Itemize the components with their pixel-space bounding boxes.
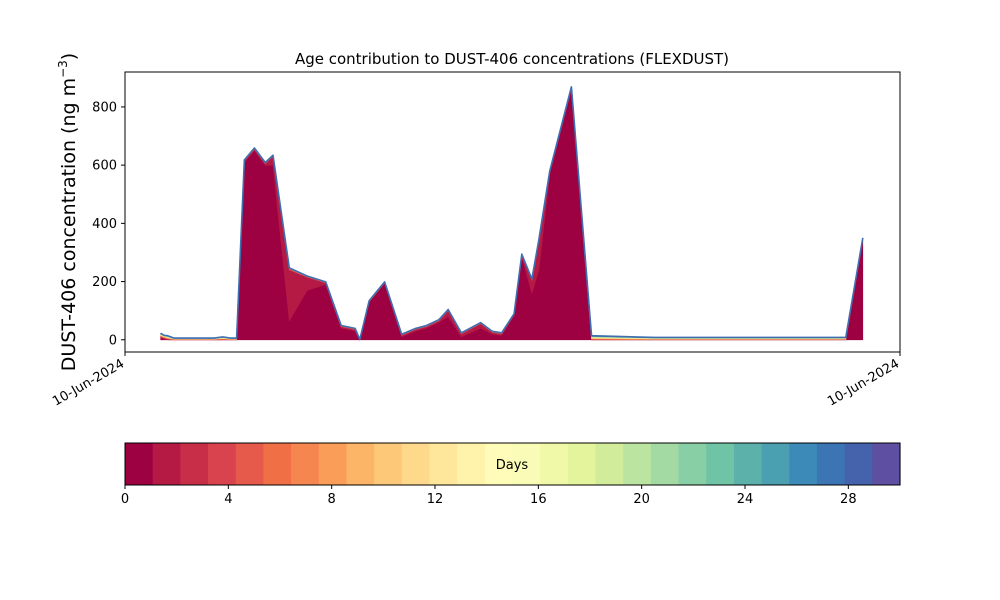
colorbar-swatch (567, 443, 597, 485)
chart-title: Age contribution to DUST-406 concentrati… (295, 50, 729, 68)
colorbar-swatch (595, 443, 624, 485)
colorbar-label: Days (496, 458, 529, 473)
colorbar-swatch (401, 443, 431, 485)
colorbar: 0 4 8 12 16 20 24 28 (121, 442, 901, 507)
colorbar-swatch (346, 443, 375, 485)
colorbar-swatch (235, 443, 264, 485)
colorbar-swatch (263, 443, 292, 485)
y-tick-label: 0 (109, 333, 117, 348)
colorbar-tick-label: 28 (840, 492, 857, 507)
y-axis-label-close: ) (58, 53, 80, 60)
colorbar-tick-label: 20 (633, 492, 650, 507)
area-series-1 (160, 89, 864, 341)
colorbar-swatch (152, 443, 181, 485)
colorbar-swatch (650, 443, 680, 485)
colorbar-swatch (761, 443, 790, 485)
colorbar-swatch (706, 443, 735, 485)
colorbar-swatch (816, 443, 846, 485)
colorbar-tick-label: 24 (737, 492, 754, 507)
y-tick-label: 800 (92, 100, 117, 115)
colorbar-swatch (540, 443, 569, 485)
colorbar-swatch (623, 443, 652, 485)
colorbar-swatch (484, 443, 514, 485)
colorbar-swatch (429, 443, 458, 485)
y-axis-label-main: DUST-406 concentration (ng m (58, 78, 80, 371)
colorbar-swatch (457, 443, 486, 485)
y-tick-label: 200 (92, 275, 117, 290)
colorbar-tick-label: 4 (224, 492, 232, 507)
colorbar-swatch (512, 443, 541, 485)
colorbar-swatch (733, 443, 763, 485)
colorbar-swatch (872, 443, 901, 485)
colorbar-swatch (844, 443, 873, 485)
area-series-group (160, 86, 864, 341)
colorbar-swatch (208, 443, 237, 485)
colorbar-swatch (678, 443, 707, 485)
colorbar-swatch (291, 443, 320, 485)
colorbar-swatch (125, 443, 154, 485)
colorbar-frame (124, 442, 901, 486)
x-tick-label: 10-Jun-2024 (825, 356, 902, 409)
colorbar-swatch (789, 443, 818, 485)
colorbar-tick-label: 8 (328, 492, 336, 507)
plot-frame (124, 71, 901, 353)
y-tick-label: 400 (92, 217, 117, 232)
colorbar-tick-label: 0 (121, 492, 129, 507)
y-tick-label: 600 (92, 159, 117, 174)
colorbar-swatch (318, 443, 348, 485)
colorbar-swatch (180, 443, 209, 485)
colorbar-tick-label: 16 (530, 492, 547, 507)
colorbar-tick-label: 12 (427, 492, 444, 507)
y-axis-label: DUST-406 concentration (ng m−3) (56, 53, 80, 371)
colorbar-swatch (374, 443, 403, 485)
y-axis: 0 200 400 600 800 (92, 100, 125, 348)
y-axis-label-exponent: −3 (56, 60, 70, 78)
x-axis: 10-Jun-2024 10-Jun-2024 (50, 352, 902, 409)
total-outline-group (160, 86, 864, 341)
total-outline-line (160, 86, 864, 341)
